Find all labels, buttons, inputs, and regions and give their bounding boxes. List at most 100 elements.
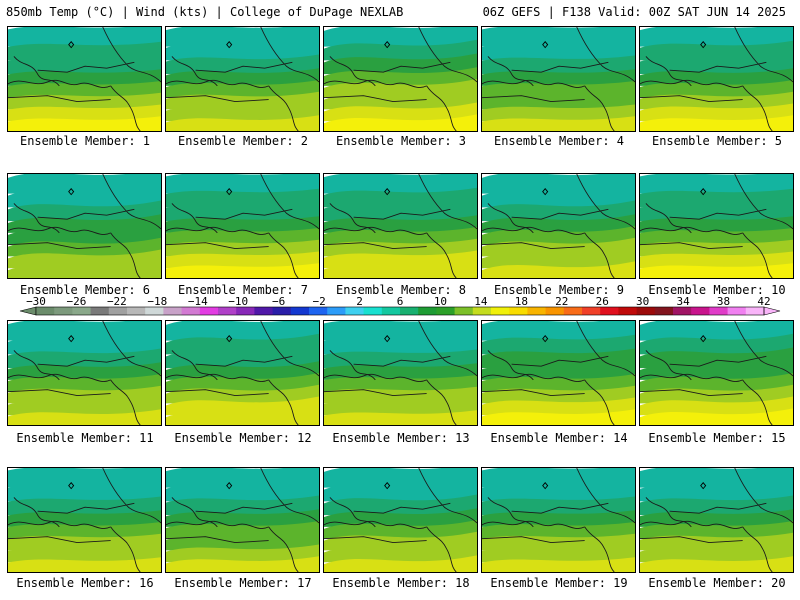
ensemble-panel — [165, 320, 320, 426]
temp-band — [482, 80, 635, 98]
colorbar-tick-label: 38 — [717, 296, 730, 308]
page-title: 850mb Temp (°C) | Wind (kts) | College o… — [6, 5, 404, 19]
border-line — [511, 355, 609, 367]
temperature-map — [482, 174, 635, 278]
temp-band — [8, 200, 161, 222]
ensemble-panel — [481, 467, 636, 573]
colorbar-tick-label: 26 — [596, 296, 609, 308]
temperature-map — [482, 468, 635, 572]
border-line — [734, 174, 793, 230]
ensemble-member-label: Ensemble Member: 15 — [648, 431, 786, 445]
border-line — [353, 208, 451, 220]
temp-band — [8, 174, 161, 194]
border-line — [324, 79, 427, 88]
temp-band — [324, 468, 477, 488]
border-line — [426, 379, 457, 425]
temp-band — [640, 373, 793, 392]
temp-band — [166, 556, 319, 572]
border-line — [324, 373, 427, 382]
colorbar-segment — [691, 307, 710, 315]
temp-band — [8, 27, 161, 47]
border-line — [166, 242, 269, 250]
colorbar-segment — [491, 307, 510, 315]
temperature-map — [324, 27, 477, 131]
colorbar-segment — [600, 307, 619, 315]
ensemble-member-label: Ensemble Member: 18 — [332, 576, 470, 590]
colorbar-tick-label: −26 — [67, 296, 87, 308]
border-line — [482, 389, 585, 397]
border-line — [329, 56, 376, 87]
temperature-map — [166, 468, 319, 572]
colorbar-segment — [618, 307, 638, 315]
ensemble-member-label: Ensemble Member: 19 — [490, 576, 628, 590]
ensemble-member-label: Ensemble Member: 2 — [177, 134, 309, 148]
ensemble-member-label: Ensemble Member: 6 — [19, 283, 151, 297]
diamond-marker-icon — [700, 188, 707, 196]
colorbar: −30 −26 −22 −18 −14 −10 −6 −2 2 6 10 14 18 22 26 30 34 38… — [8, 296, 792, 322]
border-line — [102, 468, 161, 524]
temp-band — [482, 373, 635, 392]
border-line — [482, 373, 585, 382]
temp-band — [166, 103, 319, 122]
border-line — [171, 497, 218, 528]
border-line — [734, 321, 793, 377]
border-line — [13, 56, 60, 87]
border-line — [13, 497, 60, 528]
temp-band — [482, 249, 635, 269]
temp-band — [482, 397, 635, 416]
border-line — [482, 536, 585, 544]
colorbar-left-arrow — [19, 306, 37, 316]
ensemble-member-label: Ensemble Member: 5 — [651, 134, 783, 148]
border-line — [13, 203, 60, 234]
temp-band — [8, 80, 161, 98]
border-line — [37, 61, 135, 73]
border-line — [640, 95, 743, 103]
temp-band — [324, 226, 477, 245]
colorbar-segment — [108, 307, 128, 315]
ensemble-member-label: Ensemble Member: 14 — [490, 431, 628, 445]
border-line — [171, 203, 218, 234]
temp-band — [640, 27, 793, 47]
ensemble-panel — [323, 173, 478, 279]
temp-band — [482, 409, 635, 425]
temp-band — [640, 509, 793, 527]
temp-band — [8, 545, 161, 563]
temp-band — [640, 520, 793, 539]
diamond-marker-icon — [68, 188, 75, 196]
temp-band — [324, 27, 477, 47]
temp-band — [324, 187, 477, 208]
colorbar-tick-label: −2 — [312, 296, 325, 308]
border-line — [640, 536, 743, 544]
temp-band — [166, 251, 319, 269]
temperature-map — [8, 27, 161, 131]
colorbar-tick-label: 10 — [434, 296, 447, 308]
border-line — [166, 226, 269, 235]
border-line — [13, 350, 60, 381]
colorbar-segment — [309, 307, 328, 315]
border-line — [576, 27, 635, 83]
ensemble-panel — [323, 26, 478, 132]
border-line — [102, 321, 161, 377]
colorbar-tick-label: 34 — [676, 296, 690, 308]
border-line — [8, 520, 111, 529]
temp-band — [324, 67, 477, 86]
ensemble-panel — [323, 467, 478, 573]
temp-band — [482, 226, 635, 245]
ensemble-member-label: Ensemble Member: 10 — [648, 283, 786, 297]
border-line — [260, 27, 319, 83]
colorbar-segment — [636, 307, 656, 315]
temp-band — [640, 556, 793, 572]
colorbar-segment — [381, 307, 401, 315]
border-line — [576, 468, 635, 524]
border-line — [576, 321, 635, 377]
ensemble-member-label: Ensemble Member: 7 — [177, 283, 309, 297]
border-line — [487, 497, 534, 528]
ensemble-member-label: Ensemble Member: 4 — [493, 134, 625, 148]
border-line — [8, 536, 111, 544]
colorbar-segment — [327, 307, 346, 315]
border-line — [645, 350, 692, 381]
temp-band — [482, 214, 635, 233]
ensemble-panel — [639, 467, 794, 573]
temp-band — [324, 494, 477, 516]
border-line — [268, 526, 299, 572]
